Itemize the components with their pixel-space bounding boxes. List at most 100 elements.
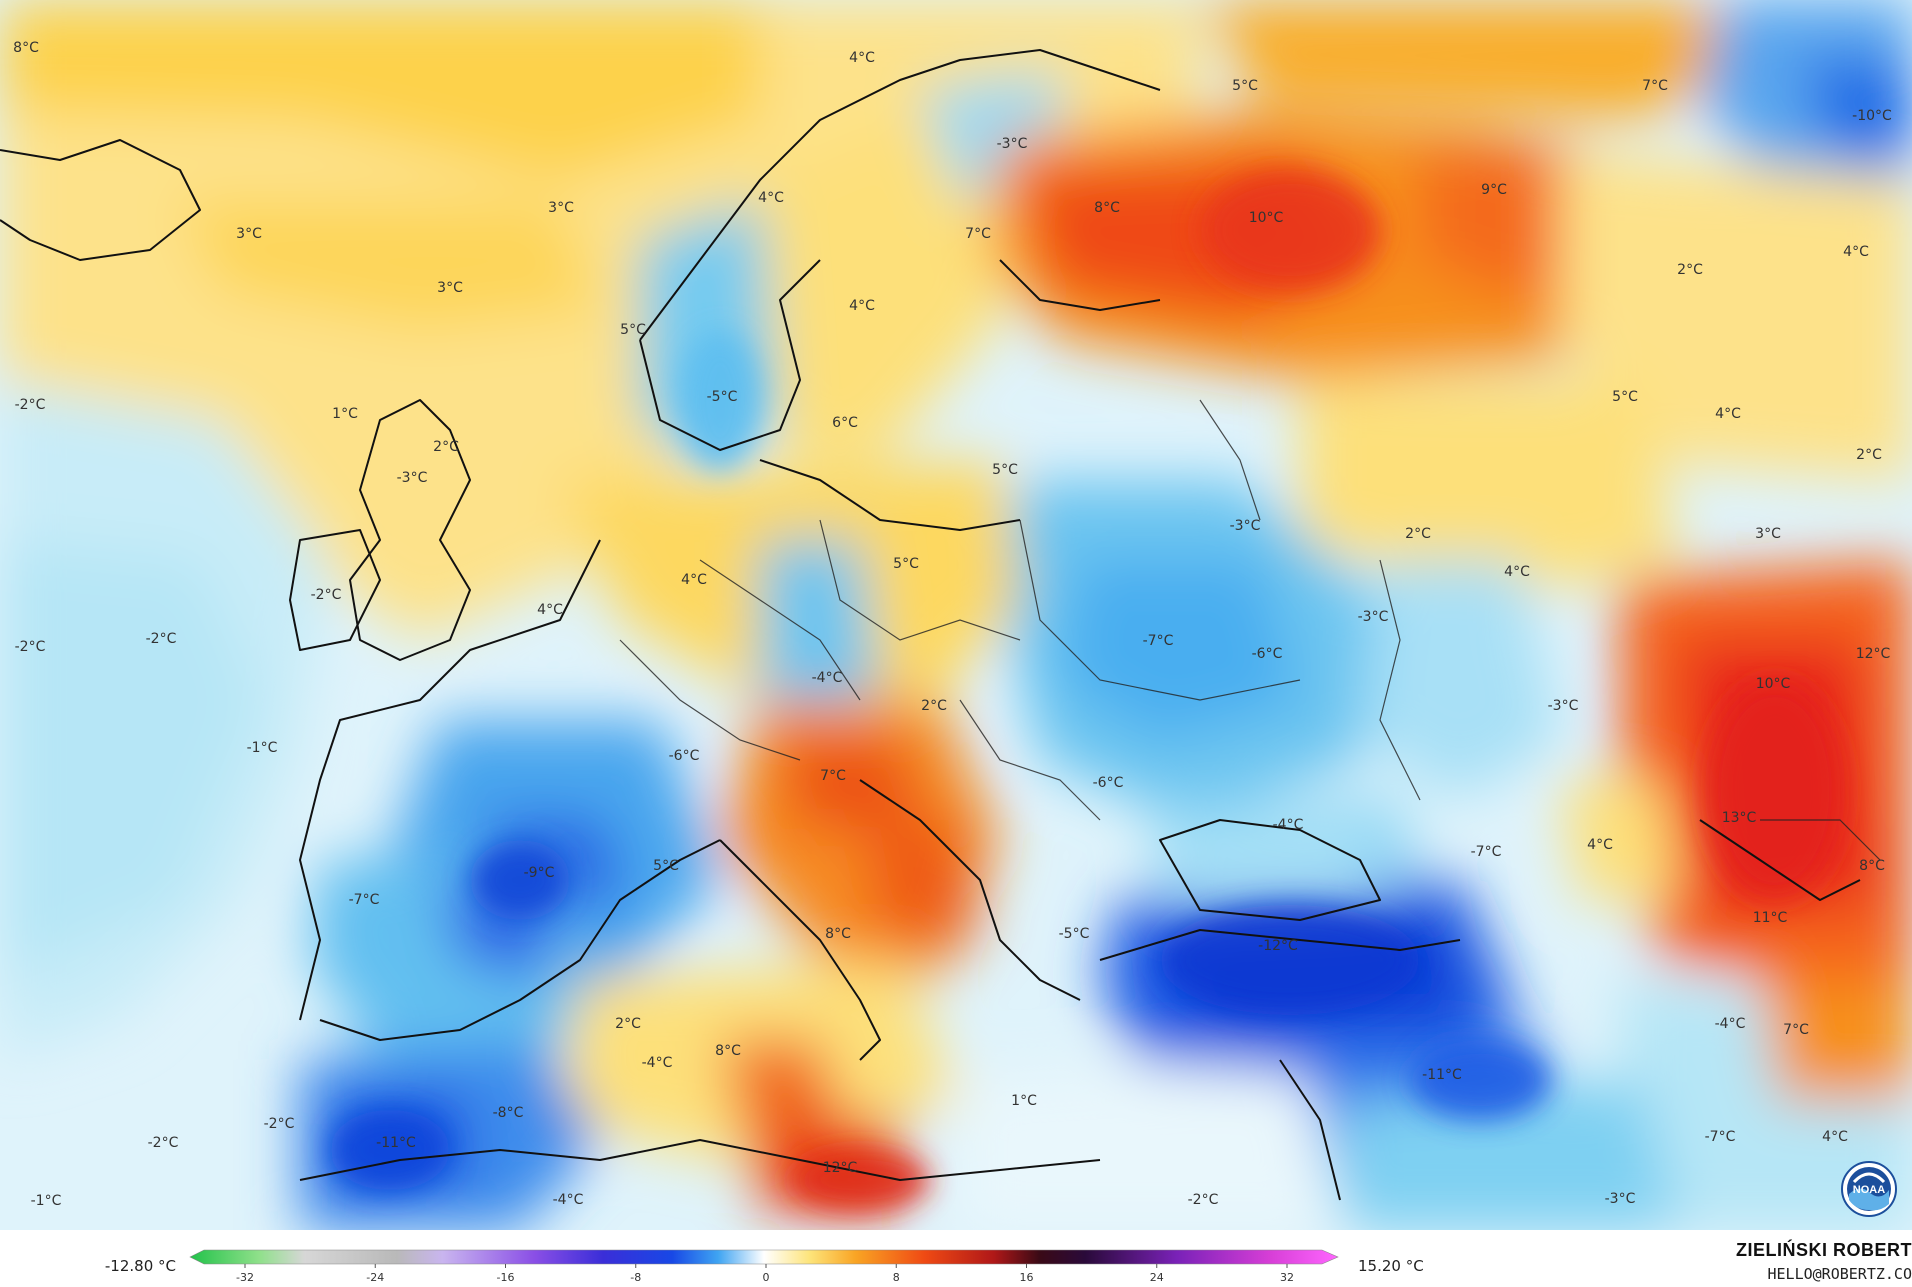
- temperature-label: -8°C: [493, 1105, 524, 1121]
- temperature-label: 5°C: [1612, 389, 1638, 405]
- temperature-label: 4°C: [1587, 837, 1613, 853]
- temperature-label: 4°C: [758, 190, 784, 206]
- colorbar-ticks: -32 -24 -16 -8 0 8 16 24 32: [236, 1264, 1294, 1284]
- temperature-label: -2°C: [15, 397, 46, 413]
- colorbar-tick-label: 0: [763, 1271, 770, 1284]
- temperature-label: -9°C: [524, 865, 555, 881]
- temperature-map: 8°C 4°C 5°C 7°C -10°C -3°C 3°C 4°C 8°C 10°C 9°C 3°C…: [0, 0, 1912, 1230]
- temperature-label: 5°C: [992, 462, 1018, 478]
- temperature-label: -6°C: [1252, 646, 1283, 662]
- temperature-label: 8°C: [13, 40, 39, 56]
- temperature-label: -5°C: [707, 389, 738, 405]
- temperature-label: -6°C: [1093, 775, 1124, 791]
- temperature-label: 2°C: [1405, 526, 1431, 542]
- temperature-label: 4°C: [1843, 244, 1869, 260]
- country-borders: [619, 399, 1881, 861]
- temperature-label: -7°C: [1143, 633, 1174, 649]
- colorbar: -12.80 °C -32 -24 -16 -8 0 8 16 24 32 15.20 °C: [105, 1249, 1424, 1284]
- coastlines: [0, 49, 1861, 1201]
- temperature-label: 1°C: [332, 406, 358, 422]
- temperature-label: -4°C: [642, 1055, 673, 1071]
- temperature-label: 7°C: [1783, 1022, 1809, 1038]
- temperature-label: 3°C: [1755, 526, 1781, 542]
- temperature-label: 8°C: [825, 926, 851, 942]
- temperature-label: 2°C: [615, 1016, 641, 1032]
- colorbar-max-label: 15.20 °C: [1358, 1257, 1424, 1275]
- colorbar-tick-label: 8: [893, 1271, 900, 1284]
- temperature-label: -7°C: [1471, 844, 1502, 860]
- colorbar-tick-label: -24: [366, 1271, 384, 1284]
- temperature-label: 2°C: [1856, 447, 1882, 463]
- temperature-label: -3°C: [1605, 1191, 1636, 1207]
- temperature-label: 1°C: [1011, 1093, 1037, 1109]
- temperature-label: -6°C: [669, 748, 700, 764]
- temperature-label: -3°C: [1548, 698, 1579, 714]
- temperature-label: -2°C: [1188, 1192, 1219, 1208]
- colorbar-tick-label: 32: [1280, 1271, 1294, 1284]
- temperature-label: 5°C: [620, 322, 646, 338]
- author-name: ZIELIŃSKI ROBERT: [1735, 1240, 1912, 1260]
- temperature-label: 4°C: [537, 602, 563, 618]
- temperature-label: 7°C: [820, 768, 846, 784]
- temperature-label: 13°C: [1722, 810, 1757, 826]
- colorbar-tick-label: 24: [1150, 1271, 1164, 1284]
- temperature-label: -3°C: [1230, 518, 1261, 534]
- temperature-detail: [330, 170, 1845, 1210]
- temperature-label: 11°C: [1753, 910, 1788, 926]
- author-email[interactable]: HELLO@ROBERTZ.CO: [1767, 1265, 1912, 1283]
- temperature-label: -4°C: [553, 1192, 584, 1208]
- temperature-label: 8°C: [715, 1043, 741, 1059]
- map-canvas: 8°C 4°C 5°C 7°C -10°C -3°C 3°C 4°C 8°C 10°C 9°C 3°C…: [0, 0, 1912, 1230]
- temperature-label: -1°C: [247, 740, 278, 756]
- temperature-label: -2°C: [146, 631, 177, 647]
- temperature-label: 5°C: [653, 858, 679, 874]
- temperature-label: 9°C: [1481, 182, 1507, 198]
- temperature-label: 4°C: [849, 50, 875, 66]
- temperature-label: 12°C: [1856, 646, 1891, 662]
- temperature-label: 2°C: [1677, 262, 1703, 278]
- temperature-label: -2°C: [311, 587, 342, 603]
- temperature-label: 10°C: [1249, 210, 1284, 226]
- colorbar-gradient: [189, 1249, 1339, 1265]
- temperature-label: 4°C: [849, 298, 875, 314]
- temperature-label: 4°C: [1504, 564, 1530, 580]
- temperature-label: -2°C: [15, 639, 46, 655]
- temperature-label: -2°C: [264, 1116, 295, 1132]
- temperature-label: 2°C: [921, 698, 947, 714]
- temperature-label: -4°C: [1273, 817, 1304, 833]
- temperature-label: -1°C: [31, 1193, 62, 1209]
- colorbar-tick-label: -16: [497, 1271, 515, 1284]
- temperature-label: -3°C: [397, 470, 428, 486]
- temperature-labels: 8°C 4°C 5°C 7°C -10°C -3°C 3°C 4°C 8°C 10°C 9°C 3°C…: [13, 40, 1892, 1209]
- temperature-label: -7°C: [349, 892, 380, 908]
- temperature-label: 3°C: [548, 200, 574, 216]
- temperature-label: 12°C: [823, 1160, 858, 1176]
- temperature-label: -4°C: [1715, 1016, 1746, 1032]
- noaa-logo-icon: NOAA: [1841, 1161, 1897, 1217]
- temperature-label: -3°C: [1358, 609, 1389, 625]
- temperature-label: 2°C: [433, 439, 459, 455]
- temperature-label: -12°C: [1258, 938, 1298, 954]
- colorbar-tick-label: -8: [630, 1271, 641, 1284]
- footer: -12.80 °C -32 -24 -16 -8 0 8 16 24 32 15.20 °C Z…: [0, 1230, 1912, 1287]
- temperature-label: -4°C: [812, 670, 843, 686]
- noaa-logo-text: NOAA: [1853, 1184, 1885, 1196]
- colorbar-min-label: -12.80 °C: [105, 1257, 176, 1275]
- colorbar-tick-label: 16: [1020, 1271, 1034, 1284]
- temperature-label: -10°C: [1852, 108, 1892, 124]
- temperature-label: -3°C: [997, 136, 1028, 152]
- temperature-label: 5°C: [893, 556, 919, 572]
- temperature-label: 7°C: [1642, 78, 1668, 94]
- temperature-label: -2°C: [148, 1135, 179, 1151]
- temperature-label: 3°C: [236, 226, 262, 242]
- temperature-label: 4°C: [681, 572, 707, 588]
- temperature-label: 7°C: [965, 226, 991, 242]
- temperature-label: -7°C: [1705, 1129, 1736, 1145]
- temperature-label: -11°C: [376, 1135, 416, 1151]
- author-block: ZIELIŃSKI ROBERT HELLO@ROBERTZ.CO: [1736, 1240, 1912, 1283]
- temperature-label: 8°C: [1094, 200, 1120, 216]
- temperature-label: 10°C: [1756, 676, 1791, 692]
- temperature-label: 6°C: [832, 415, 858, 431]
- temperature-label: 3°C: [437, 280, 463, 296]
- temperature-label: -11°C: [1422, 1067, 1462, 1083]
